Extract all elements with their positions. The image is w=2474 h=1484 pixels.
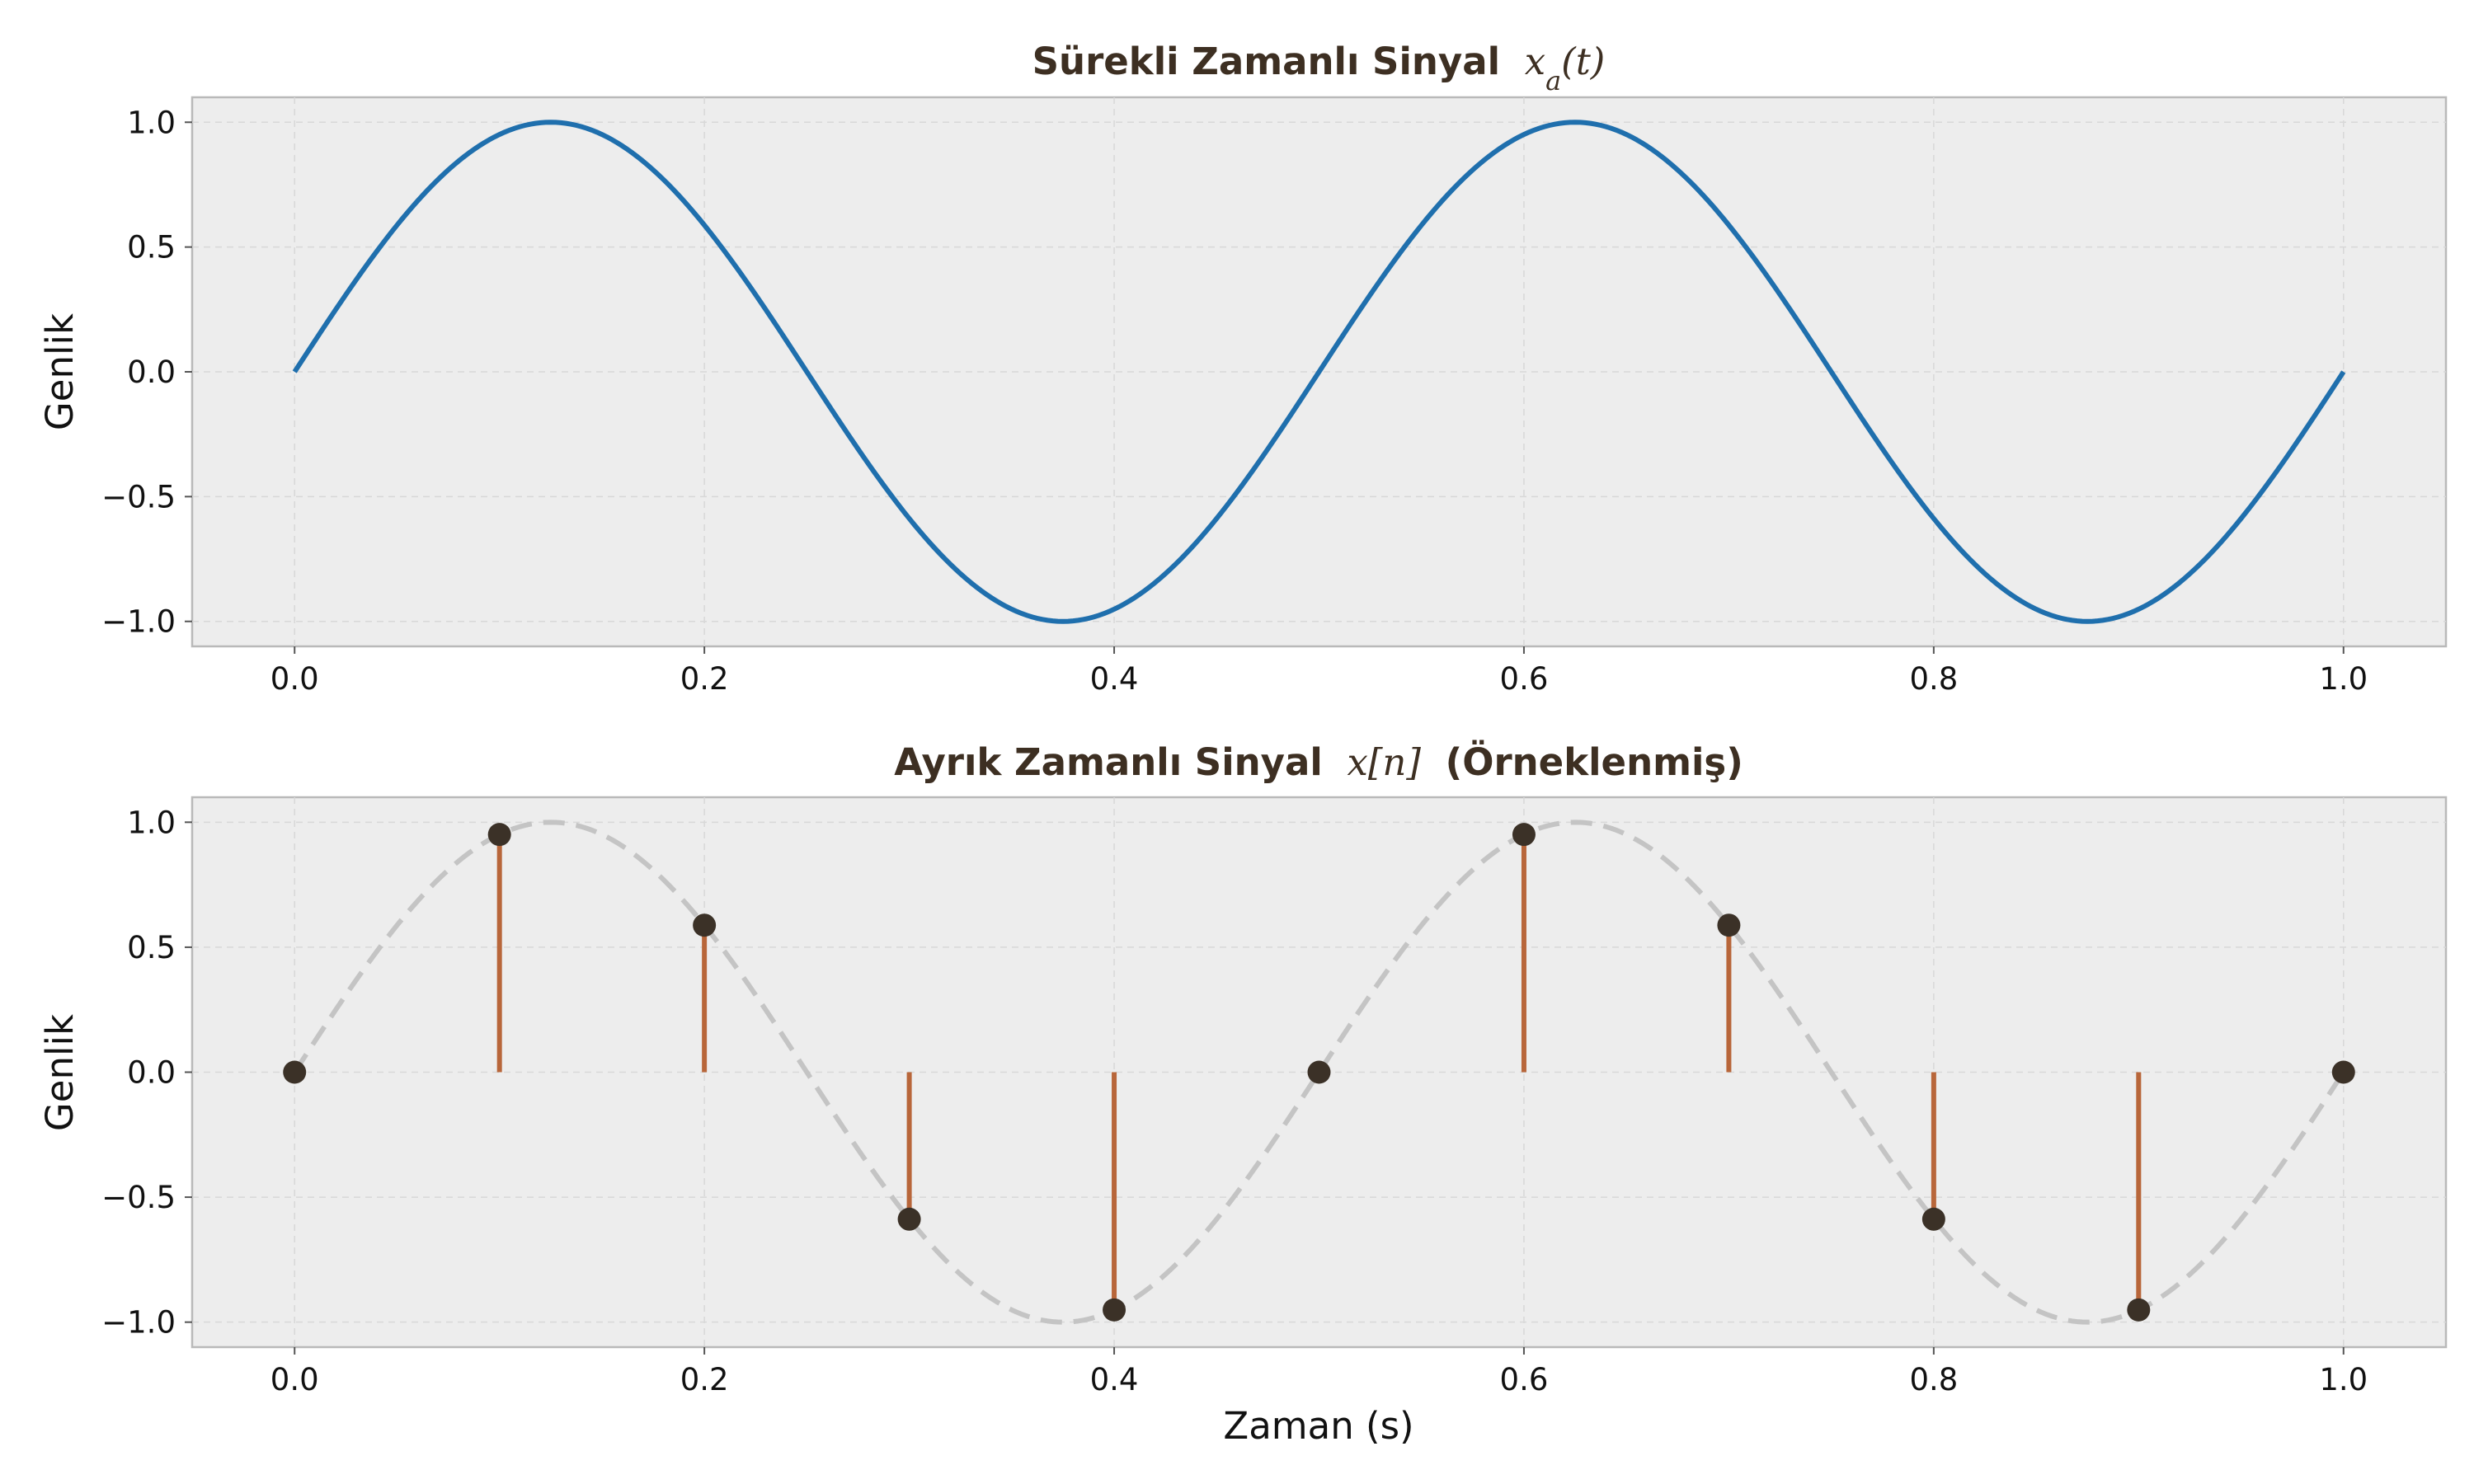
discrete-signal-panel: 0.0 0.2 0.4 0.6 0.8 1.0 1.0 0.5 0.0 −0.5 −1.0 Ayrı…: [38, 740, 2448, 1448]
y-tick-label: −0.5: [101, 479, 176, 514]
stem-marker: [1717, 913, 1741, 937]
series-marks: [292, 120, 2346, 624]
continuous-signal-panel: 0.0 0.2 0.4 0.6 0.8 1.0 1.0 0.5 0.0 −0.5 −1.0 Süre…: [38, 40, 2448, 697]
y-axis-label: Genlik: [38, 1014, 82, 1131]
x-tick-label: 0.0: [270, 1362, 319, 1397]
x-tick-label: 0.8: [1909, 661, 1958, 697]
x-tick-label: 0.0: [270, 661, 319, 697]
stem-marker: [693, 913, 717, 937]
y-tick-label: −0.5: [101, 1180, 176, 1215]
y-tick-label: 0.5: [127, 230, 176, 265]
stem-marker: [1307, 1060, 1331, 1084]
y-tick-label: 1.0: [127, 805, 176, 840]
gridlines: [192, 797, 2446, 1347]
stem-marker: [897, 1207, 921, 1231]
x-axis-label: Zaman (s): [1223, 1404, 1413, 1448]
y-tick-label: −1.0: [101, 1305, 176, 1341]
x-tick-label: 0.8: [1909, 1362, 1958, 1397]
stem-marker: [1921, 1207, 1945, 1231]
x-tick-label: 0.4: [1090, 1362, 1139, 1397]
reference-curve: [292, 819, 2346, 1325]
x-tick-label: 0.2: [680, 1362, 729, 1397]
chart-title-text: Sürekli Zamanlı Sinyal: [1032, 40, 1500, 83]
y-tick-label: 0.0: [127, 1055, 176, 1091]
chart-title-math: x[n]: [1347, 740, 1421, 784]
axis-ticks: 0.0 0.2 0.4 0.6 0.8 1.0 1.0 0.5 0.0 −0.5 −1.0: [101, 105, 2368, 697]
x-tick-label: 0.2: [680, 661, 729, 697]
chart-title-suffix: (Örneklenmiş): [1446, 740, 1743, 784]
stem-marker: [283, 1060, 307, 1084]
chart-title: Ayrık Zamanlı Sinyal x[n] (Örneklenmiş): [894, 740, 1743, 784]
x-tick-label: 1.0: [2319, 661, 2368, 697]
y-tick-label: 1.0: [127, 105, 176, 140]
signal-line: [292, 120, 2346, 624]
stem-marker: [2331, 1060, 2355, 1084]
axis-ticks: 0.0 0.2 0.4 0.6 0.8 1.0 1.0 0.5 0.0 −0.5 −1.0: [101, 805, 2368, 1397]
stem-marker: [2127, 1298, 2151, 1322]
stem-marker: [1103, 1298, 1126, 1322]
chart-title-math: xa(t): [1525, 40, 1606, 96]
y-tick-label: −1.0: [101, 604, 176, 640]
series-marks: [283, 819, 2355, 1325]
y-tick-label: 0.5: [127, 930, 176, 965]
stem-marker: [1512, 823, 1536, 847]
chart-title-text: Ayrık Zamanlı Sinyal: [894, 740, 1323, 784]
x-tick-label: 0.6: [1500, 1362, 1549, 1397]
stem-marker: [487, 823, 511, 847]
y-tick-label: 0.0: [127, 355, 176, 390]
chart-title: Sürekli Zamanlı Sinyal xa(t): [1032, 40, 1606, 96]
x-tick-label: 0.6: [1500, 661, 1549, 697]
y-axis-label: Genlik: [38, 313, 82, 430]
x-tick-label: 0.4: [1090, 661, 1139, 697]
x-tick-label: 1.0: [2319, 1362, 2368, 1397]
